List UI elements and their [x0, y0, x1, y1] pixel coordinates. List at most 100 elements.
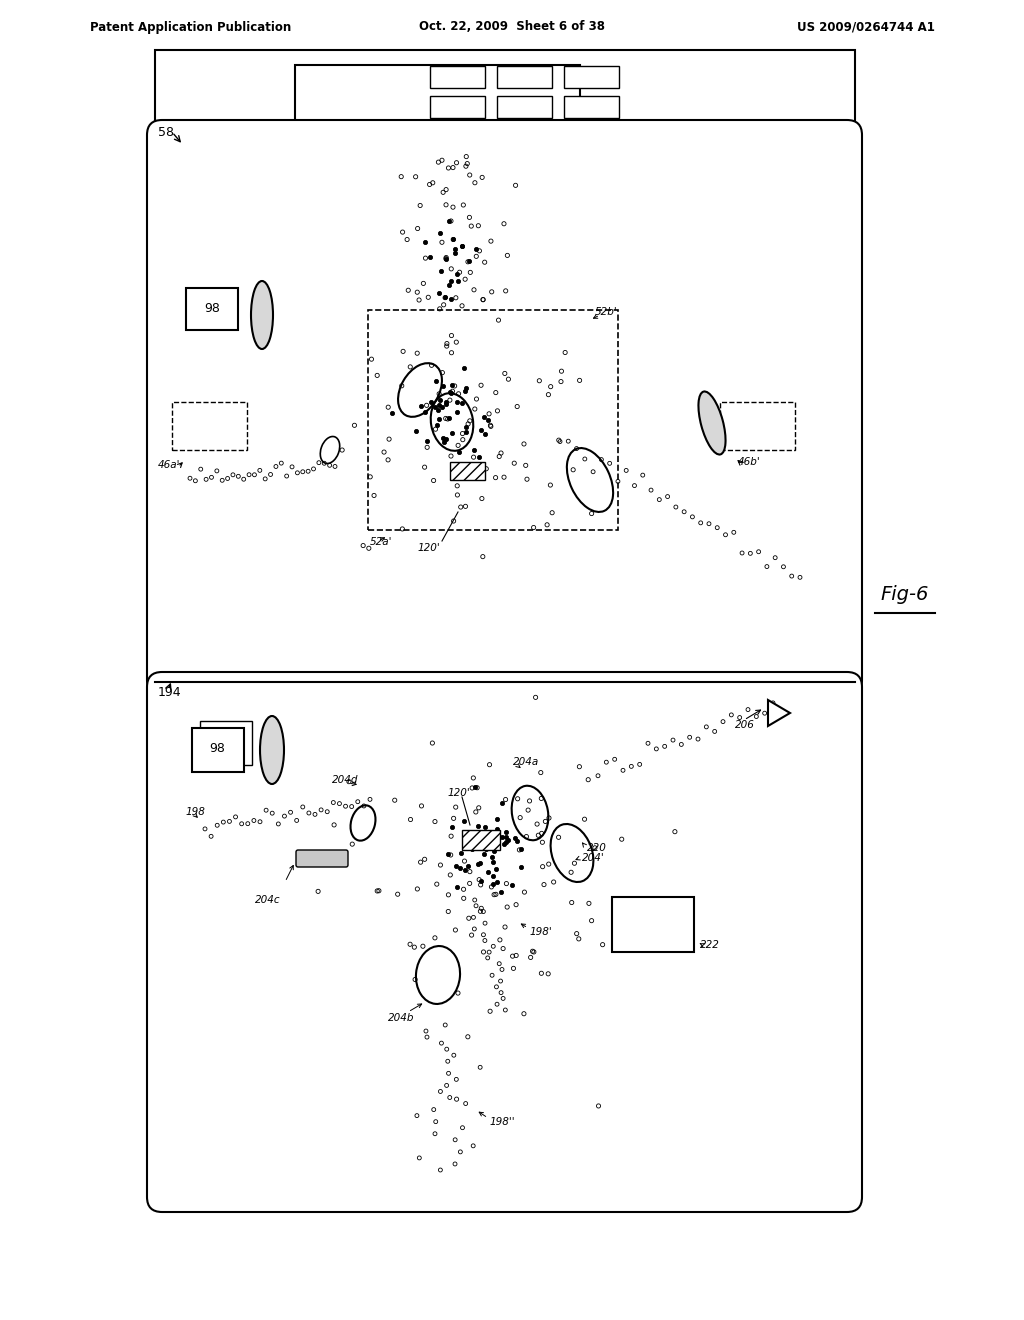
Point — [475, 546, 492, 568]
Point — [682, 727, 698, 748]
Bar — [368, 310, 618, 531]
Bar — [186, 288, 238, 330]
Point — [568, 438, 585, 459]
Point — [427, 810, 443, 832]
Point — [432, 1159, 449, 1180]
Point — [485, 836, 502, 857]
Point — [449, 264, 465, 285]
Point — [408, 420, 424, 441]
Text: 194: 194 — [158, 685, 181, 698]
Ellipse shape — [698, 392, 726, 454]
Point — [519, 469, 536, 490]
Point — [476, 824, 493, 845]
Point — [783, 565, 800, 586]
Text: Patent Application Publication: Patent Application Publication — [90, 21, 291, 33]
Point — [516, 433, 532, 454]
Point — [534, 822, 550, 843]
FancyBboxPatch shape — [147, 120, 862, 696]
Point — [417, 849, 433, 870]
Point — [598, 751, 614, 772]
Point — [289, 462, 305, 483]
Point — [584, 909, 600, 931]
Point — [498, 821, 514, 842]
Point — [499, 873, 515, 894]
Point — [467, 890, 483, 911]
Point — [472, 1057, 488, 1078]
Point — [581, 892, 597, 913]
Point — [443, 375, 460, 396]
Point — [580, 770, 596, 791]
Point — [427, 927, 443, 948]
Point — [313, 800, 330, 821]
Text: 204c: 204c — [255, 895, 281, 906]
Point — [488, 818, 505, 840]
Point — [485, 851, 502, 873]
Point — [442, 271, 459, 292]
Point — [442, 845, 459, 866]
Point — [431, 383, 447, 404]
Point — [431, 395, 447, 416]
Point — [497, 363, 513, 384]
Point — [482, 416, 499, 437]
Point — [437, 248, 454, 269]
Point — [413, 396, 429, 417]
Point — [471, 869, 487, 890]
Point — [490, 310, 507, 331]
Point — [684, 507, 700, 528]
Text: 204a: 204a — [513, 756, 540, 767]
Point — [449, 331, 465, 352]
Point — [463, 215, 479, 236]
FancyBboxPatch shape — [296, 850, 348, 867]
Point — [443, 422, 460, 444]
Point — [665, 730, 681, 751]
Point — [656, 735, 673, 756]
Point — [489, 400, 506, 421]
Point — [331, 793, 347, 814]
Point — [422, 391, 438, 412]
Point — [487, 467, 504, 488]
Point — [484, 846, 501, 867]
Bar — [172, 403, 247, 450]
Point — [360, 537, 377, 558]
Point — [509, 396, 525, 417]
Point — [402, 809, 419, 830]
Point — [509, 830, 525, 851]
Point — [570, 928, 587, 949]
Point — [520, 800, 537, 821]
Point — [487, 884, 504, 906]
Point — [361, 789, 378, 810]
Point — [326, 792, 342, 813]
Point — [458, 496, 474, 517]
Point — [477, 828, 494, 849]
Point — [505, 958, 521, 979]
Point — [460, 855, 476, 876]
Point — [417, 401, 433, 422]
Point — [546, 871, 562, 892]
Point — [483, 876, 500, 898]
Point — [276, 805, 293, 826]
Point — [236, 469, 252, 490]
Point — [480, 862, 497, 883]
Point — [464, 840, 480, 861]
Point — [577, 449, 593, 470]
Point — [305, 458, 322, 479]
Point — [715, 711, 731, 733]
Point — [344, 833, 360, 854]
Point — [470, 816, 486, 837]
Point — [472, 853, 488, 874]
Point — [476, 252, 493, 273]
Point — [262, 463, 279, 484]
Point — [709, 517, 725, 539]
Point — [543, 376, 559, 397]
Point — [419, 437, 435, 458]
Point — [757, 702, 773, 723]
Point — [486, 884, 503, 906]
Point — [443, 816, 460, 837]
Point — [676, 502, 692, 523]
Point — [381, 429, 397, 450]
Point — [765, 693, 781, 714]
Point — [495, 826, 511, 847]
Point — [487, 381, 504, 403]
Point — [423, 355, 439, 376]
Point — [214, 470, 230, 491]
